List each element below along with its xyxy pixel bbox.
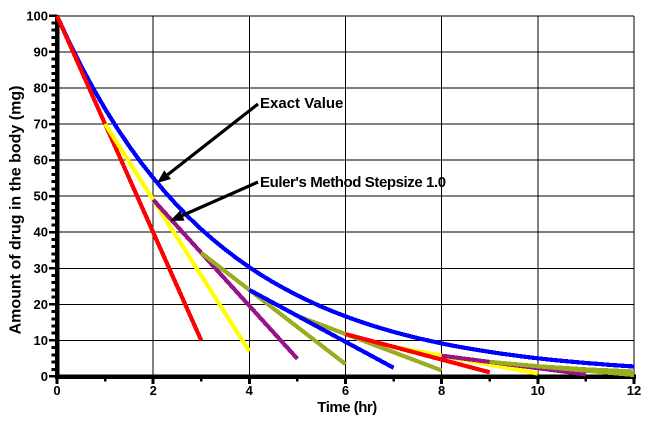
svg-text:70: 70 — [34, 117, 48, 132]
svg-text:30: 30 — [34, 261, 48, 276]
svg-text:2: 2 — [150, 383, 157, 398]
svg-text:8: 8 — [438, 383, 445, 398]
svg-text:Time (hr): Time (hr) — [317, 399, 377, 416]
svg-text:40: 40 — [34, 225, 48, 240]
svg-text:Euler's Method Stepsize 1.0: Euler's Method Stepsize 1.0 — [260, 174, 446, 191]
svg-text:10: 10 — [34, 333, 48, 348]
svg-text:12: 12 — [627, 383, 641, 398]
svg-text:100: 100 — [26, 8, 48, 23]
svg-text:60: 60 — [34, 153, 48, 168]
svg-text:90: 90 — [34, 44, 48, 59]
svg-text:0: 0 — [53, 383, 60, 398]
svg-text:Amount of drug in the body (mg: Amount of drug in the body (mg) — [8, 86, 25, 335]
svg-text:6: 6 — [342, 383, 349, 398]
svg-text:80: 80 — [34, 80, 48, 95]
svg-text:Exact Value: Exact Value — [260, 95, 343, 112]
svg-text:50: 50 — [34, 189, 48, 204]
svg-text:10: 10 — [531, 383, 545, 398]
svg-text:20: 20 — [34, 297, 48, 312]
svg-text:4: 4 — [246, 383, 254, 398]
svg-text:0: 0 — [41, 369, 48, 384]
